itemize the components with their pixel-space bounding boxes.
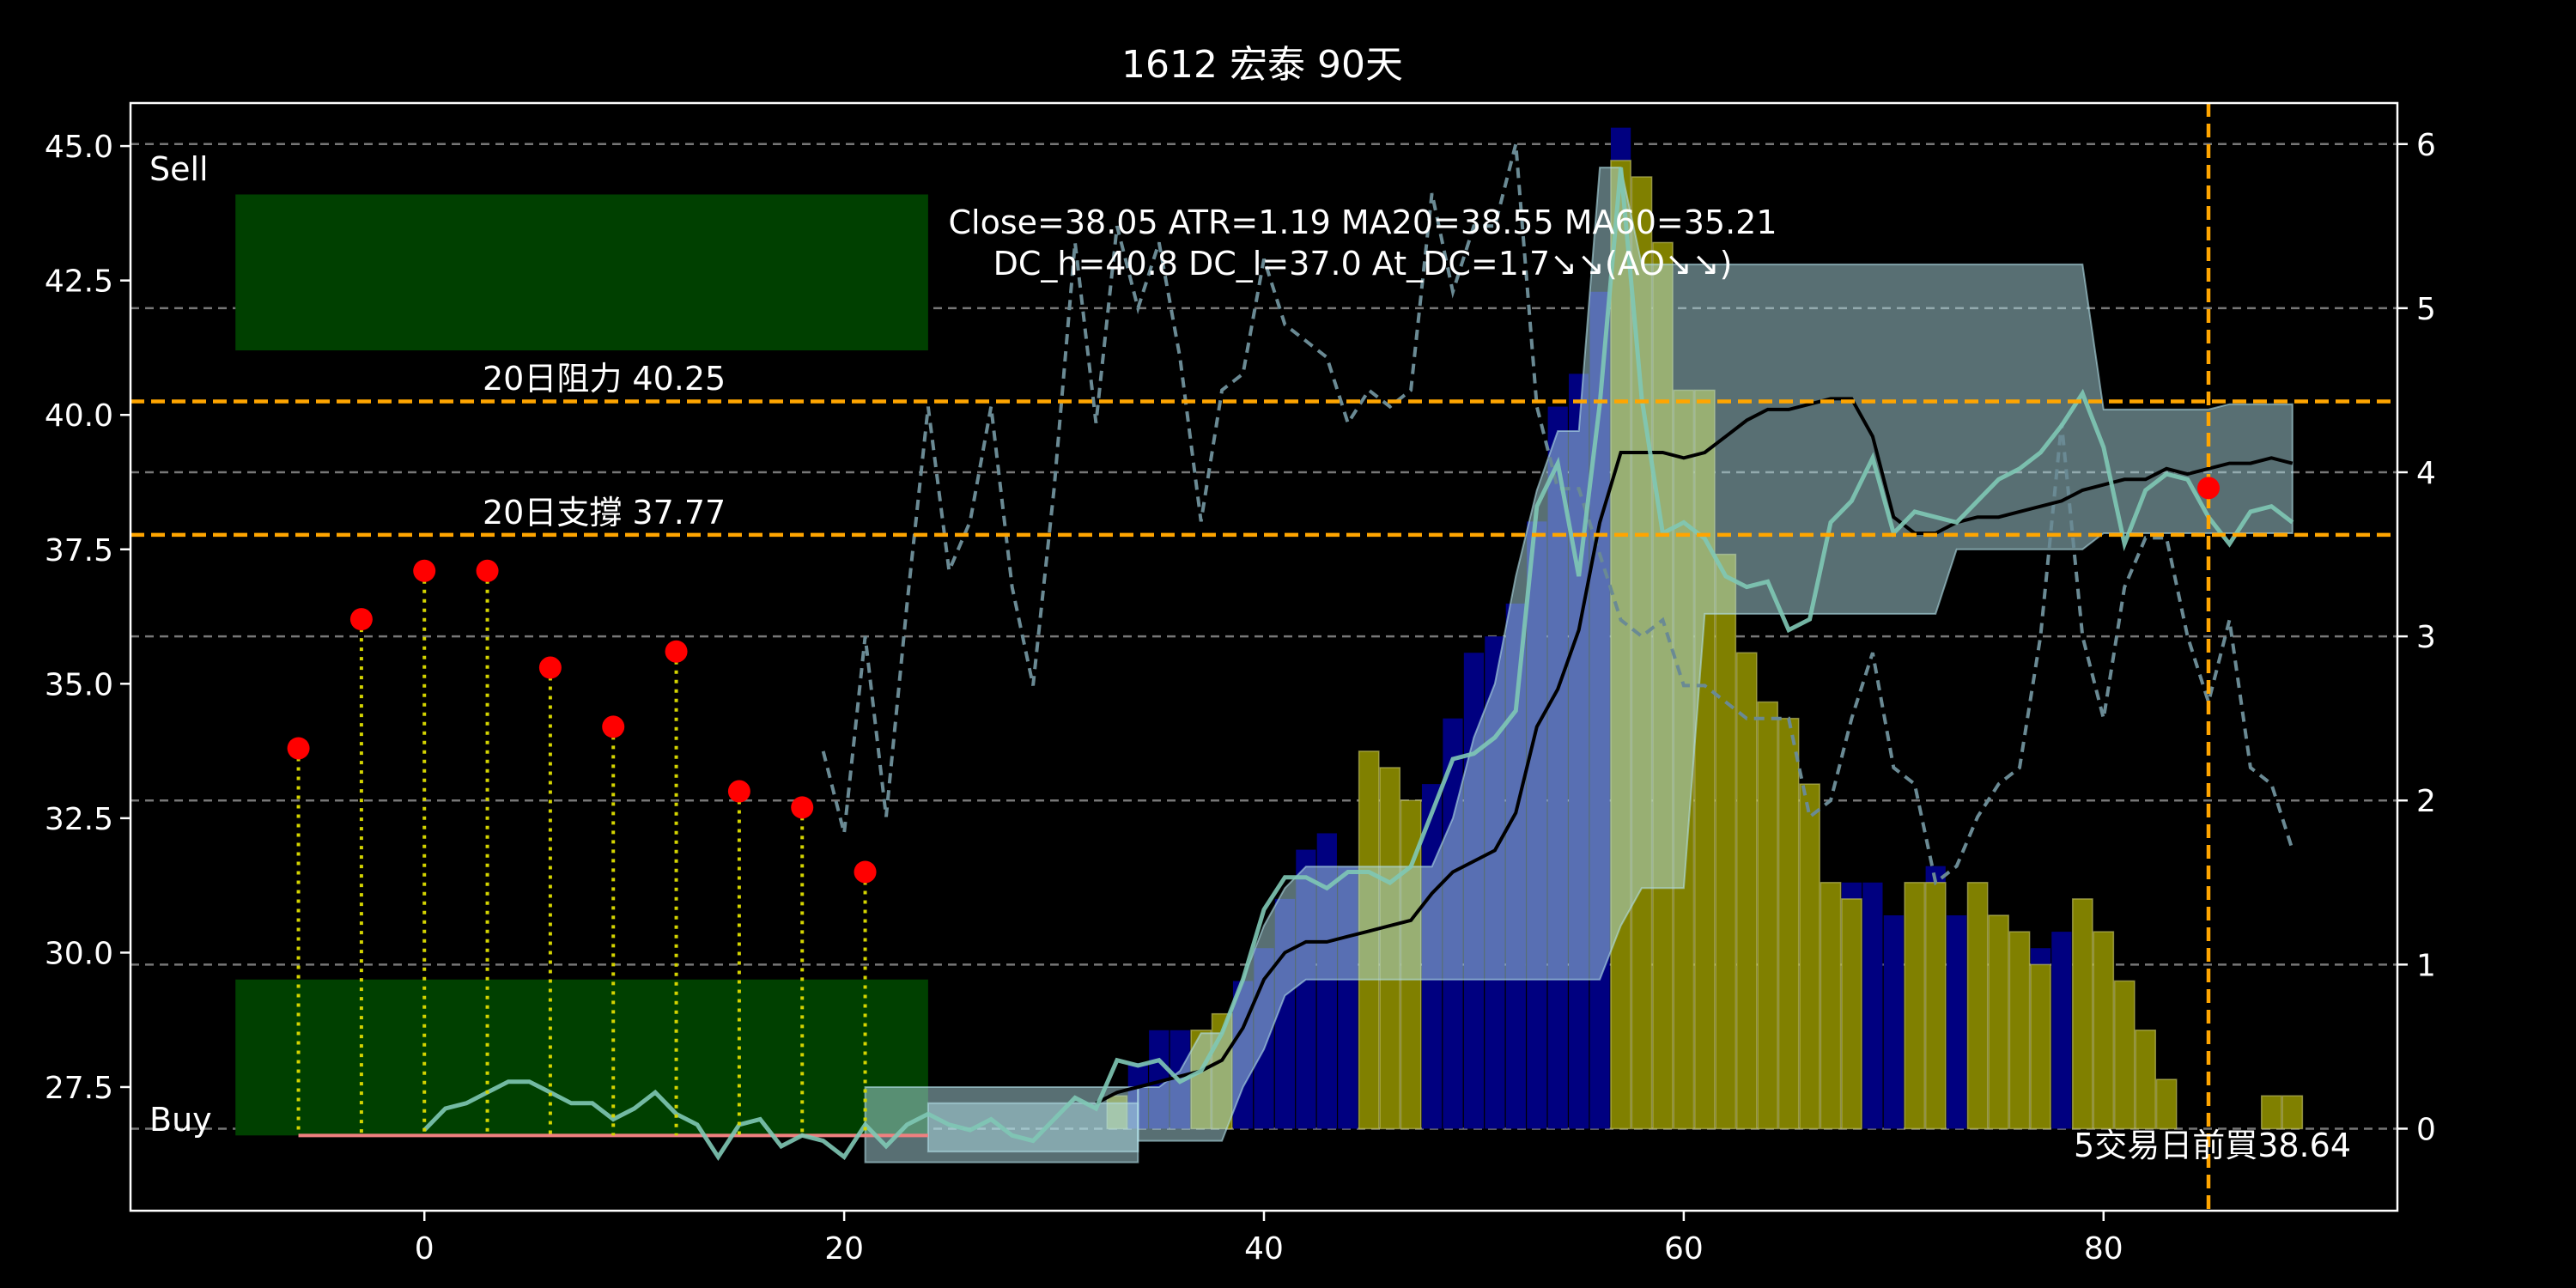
signal-dot [854,860,877,884]
volume-bar-yellow [1966,882,1989,1130]
signal-dot [665,640,688,663]
support-label: 20日支撐 37.77 [483,494,726,532]
info-line-1: Close=38.05 ATR=1.19 MA20=38.55 MA60=35.… [948,204,1777,241]
y-tick-label: 42.5 [45,264,113,300]
volume-bar-yellow [2008,931,2031,1130]
volume-bar-yellow [1735,652,1758,1130]
signal-dot [791,796,814,819]
atr-line [821,143,2294,886]
y2-tick-label: 3 [2416,620,2436,655]
volume-bar-yellow [1820,882,1842,1130]
y-tick-label: 27.5 [45,1071,113,1106]
signal-dot [413,559,436,582]
y-tick-label: 45.0 [45,130,113,165]
y-tick-label: 30.0 [45,936,113,971]
x-tick-label: 40 [1244,1231,1284,1267]
y2-tick-label: 0 [2416,1112,2436,1147]
volume-bar-yellow [2281,1095,2304,1130]
volume-bar-yellow [1988,914,2009,1130]
sell-label: Sell [149,150,209,188]
plot-area [131,103,2397,1211]
y2-tick-label: 1 [2416,948,2436,983]
buy-zone [235,979,928,1136]
volume-bar-yellow [2093,931,2115,1130]
volume-bar-yellow [1904,882,1926,1130]
volume-bar-yellow [1799,783,1820,1130]
volume-bar-blue [1947,915,1967,1129]
volume-bar-yellow [2155,1078,2178,1130]
volume-bar-yellow [2071,898,2093,1130]
info-line-2: DC_h=40.8 DC_l=37.0 At_DC=1.7↘↘(AO↘↘) [993,245,1733,283]
signal-dot [476,559,499,582]
close-line [422,167,2294,1161]
volume-bar-yellow [1777,717,1800,1130]
y2-tick-label: 5 [2416,292,2436,327]
volume-bar-blue [2051,932,2072,1129]
y-tick-label: 32.5 [45,802,113,837]
annotations: Sell Buy 20日阻力 40.25 20日支撐 37.77 Close=3… [149,150,2351,1164]
volume-bar-yellow [1715,553,1737,1130]
axes: 0 20 40 60 8027.530.032.535.037.540.042.545.… [45,128,2436,1267]
signal-dot [727,780,750,803]
volume-bar-yellow [1841,898,1862,1130]
y2-tick-label: 2 [2416,784,2436,819]
y-tick-label: 40.0 [45,398,113,434]
buy-label: Buy [149,1101,212,1139]
y2-tick-label: 4 [2416,456,2436,491]
x-tick-label: 80 [2084,1231,2123,1267]
volume-bar-yellow [2135,1030,2157,1130]
buy-note: 5交易日前買38.64 [2074,1127,2351,1164]
volume-bar-yellow [1757,701,1779,1130]
volume-bar-blue [1883,915,1904,1129]
signal-dot [538,656,562,679]
y-tick-label: 35.0 [45,667,113,702]
sell-zone [235,194,928,351]
ma-line [1095,397,2293,1105]
signal-dot [287,737,310,760]
y2-tick-label: 6 [2416,128,2436,163]
volume-bar-yellow [2113,980,2136,1130]
signal-dot [349,608,373,631]
volume-bar-yellow [2260,1095,2282,1130]
x-tick-label: 20 [824,1231,864,1267]
buy-marker-dot [2197,477,2220,500]
volume-bar-yellow [1924,882,1947,1130]
x-tick-label: 60 [1664,1231,1704,1267]
y-tick-label: 37.5 [45,533,113,568]
chart-title: 1612 宏泰 90天 [1121,43,1403,87]
signal-dot [602,715,625,738]
resistance-label: 20日阻力 40.25 [483,360,726,398]
x-tick-label: 0 [415,1231,434,1267]
volume-bar-blue [1862,882,1883,1129]
volume-bar-yellow [2030,963,2051,1130]
